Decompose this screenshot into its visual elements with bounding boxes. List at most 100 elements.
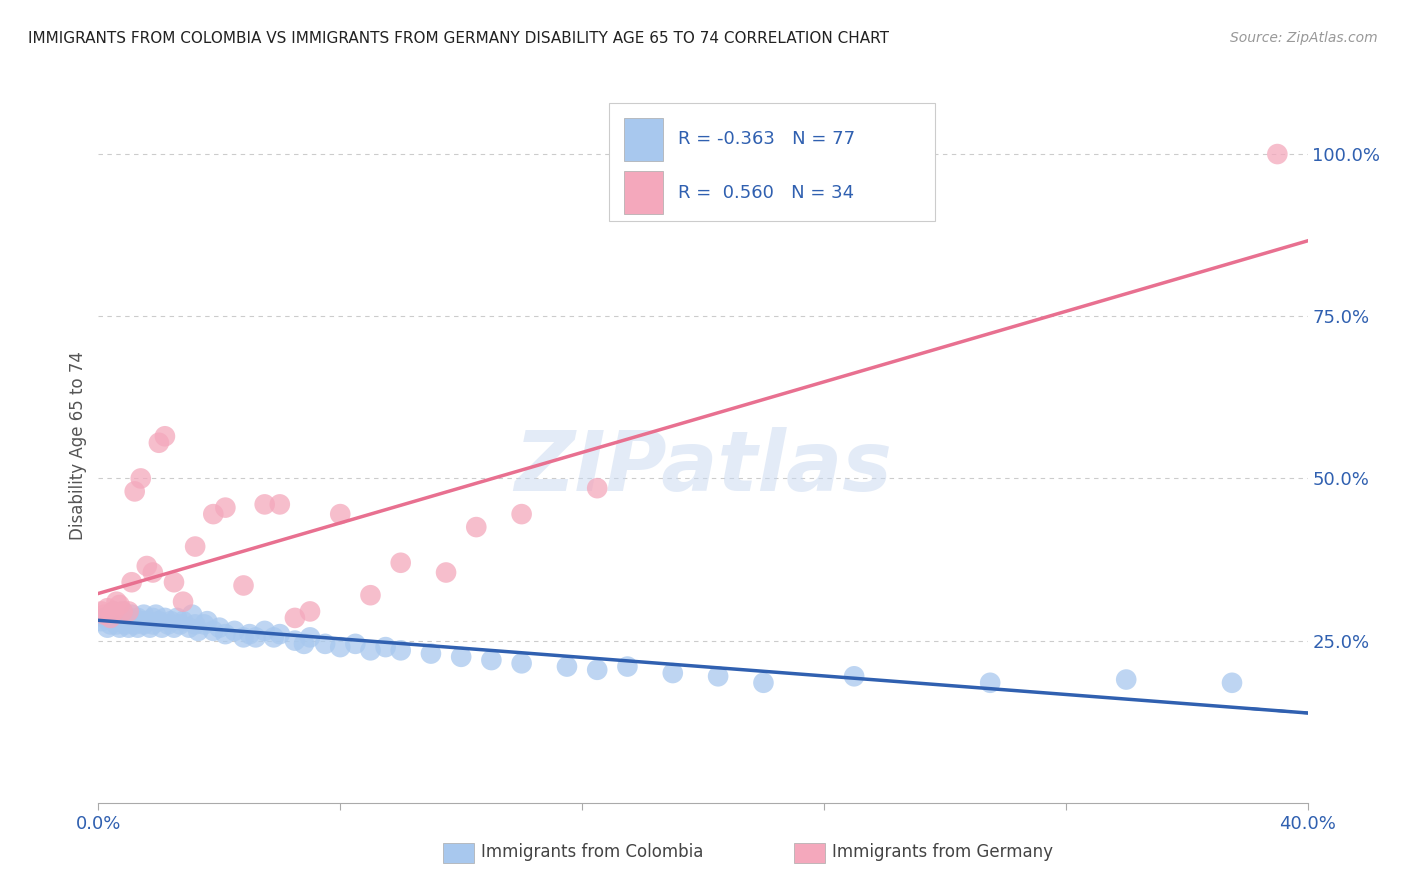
- FancyBboxPatch shape: [624, 118, 664, 161]
- Point: [1115, 673, 1137, 687]
- Point: [169, 617, 191, 632]
- Point: [389, 643, 412, 657]
- Point: [139, 621, 162, 635]
- Point: [103, 604, 125, 618]
- Point: [465, 520, 488, 534]
- Point: [96, 601, 118, 615]
- Point: [184, 540, 207, 554]
- Point: [184, 617, 207, 632]
- Point: [163, 575, 186, 590]
- Point: [148, 614, 170, 628]
- Point: [103, 614, 125, 628]
- Point: [214, 627, 236, 641]
- Point: [156, 617, 179, 632]
- Point: [195, 614, 218, 628]
- Point: [132, 607, 155, 622]
- Text: Immigrants from Colombia: Immigrants from Colombia: [481, 843, 703, 861]
- Point: [284, 611, 307, 625]
- FancyBboxPatch shape: [609, 103, 935, 221]
- Point: [148, 435, 170, 450]
- Point: [179, 621, 201, 635]
- Point: [586, 481, 609, 495]
- Point: [100, 607, 122, 622]
- Point: [135, 559, 157, 574]
- Point: [314, 637, 336, 651]
- Point: [108, 598, 131, 612]
- Point: [979, 675, 1001, 690]
- Point: [662, 666, 685, 681]
- Point: [118, 621, 141, 635]
- Point: [224, 624, 246, 638]
- Text: R =  0.560   N = 34: R = 0.560 N = 34: [678, 184, 853, 202]
- Point: [163, 621, 186, 635]
- Point: [153, 429, 176, 443]
- Point: [108, 607, 131, 622]
- Point: [142, 617, 165, 632]
- Point: [129, 614, 152, 628]
- Point: [208, 621, 231, 635]
- Point: [616, 659, 638, 673]
- Point: [329, 640, 352, 654]
- Point: [105, 617, 128, 632]
- Point: [555, 659, 578, 673]
- Point: [96, 621, 118, 635]
- Point: [239, 627, 262, 641]
- FancyBboxPatch shape: [624, 171, 664, 214]
- Point: [707, 669, 730, 683]
- Point: [105, 595, 128, 609]
- Point: [269, 627, 291, 641]
- Point: [142, 566, 165, 580]
- Point: [510, 507, 533, 521]
- Point: [129, 471, 152, 485]
- Point: [292, 637, 315, 651]
- Point: [232, 578, 254, 592]
- Point: [124, 617, 146, 632]
- Point: [118, 611, 141, 625]
- Point: [132, 617, 155, 632]
- Point: [374, 640, 396, 654]
- Point: [111, 604, 134, 618]
- Y-axis label: Disability Age 65 to 74: Disability Age 65 to 74: [69, 351, 87, 541]
- Point: [329, 507, 352, 521]
- Point: [142, 611, 165, 625]
- Text: R = -0.363   N = 77: R = -0.363 N = 77: [678, 130, 855, 148]
- Point: [253, 497, 276, 511]
- Point: [284, 633, 307, 648]
- Point: [160, 614, 183, 628]
- Point: [434, 566, 457, 580]
- Point: [105, 611, 128, 625]
- Point: [344, 637, 367, 651]
- Point: [135, 614, 157, 628]
- Point: [124, 484, 146, 499]
- Point: [150, 621, 173, 635]
- Point: [187, 624, 209, 638]
- Point: [1267, 147, 1289, 161]
- Point: [121, 607, 143, 622]
- Point: [245, 631, 267, 645]
- Point: [202, 507, 225, 521]
- Point: [389, 556, 412, 570]
- Point: [103, 604, 125, 618]
- Point: [111, 614, 134, 628]
- Text: ZIPatlas: ZIPatlas: [515, 427, 891, 508]
- Point: [172, 614, 194, 628]
- Point: [100, 617, 122, 632]
- Point: [360, 643, 382, 657]
- Point: [214, 500, 236, 515]
- Point: [1220, 675, 1243, 690]
- Point: [299, 631, 322, 645]
- Point: [202, 624, 225, 638]
- Point: [360, 588, 382, 602]
- Point: [510, 657, 533, 671]
- Point: [93, 607, 115, 622]
- Point: [752, 675, 775, 690]
- Point: [844, 669, 866, 683]
- Point: [93, 611, 115, 625]
- Point: [100, 611, 122, 625]
- Point: [127, 621, 149, 635]
- Point: [263, 631, 285, 645]
- Text: IMMIGRANTS FROM COLOMBIA VS IMMIGRANTS FROM GERMANY DISABILITY AGE 65 TO 74 CORR: IMMIGRANTS FROM COLOMBIA VS IMMIGRANTS F…: [28, 31, 889, 46]
- Text: Source: ZipAtlas.com: Source: ZipAtlas.com: [1230, 31, 1378, 45]
- Point: [299, 604, 322, 618]
- Point: [90, 614, 112, 628]
